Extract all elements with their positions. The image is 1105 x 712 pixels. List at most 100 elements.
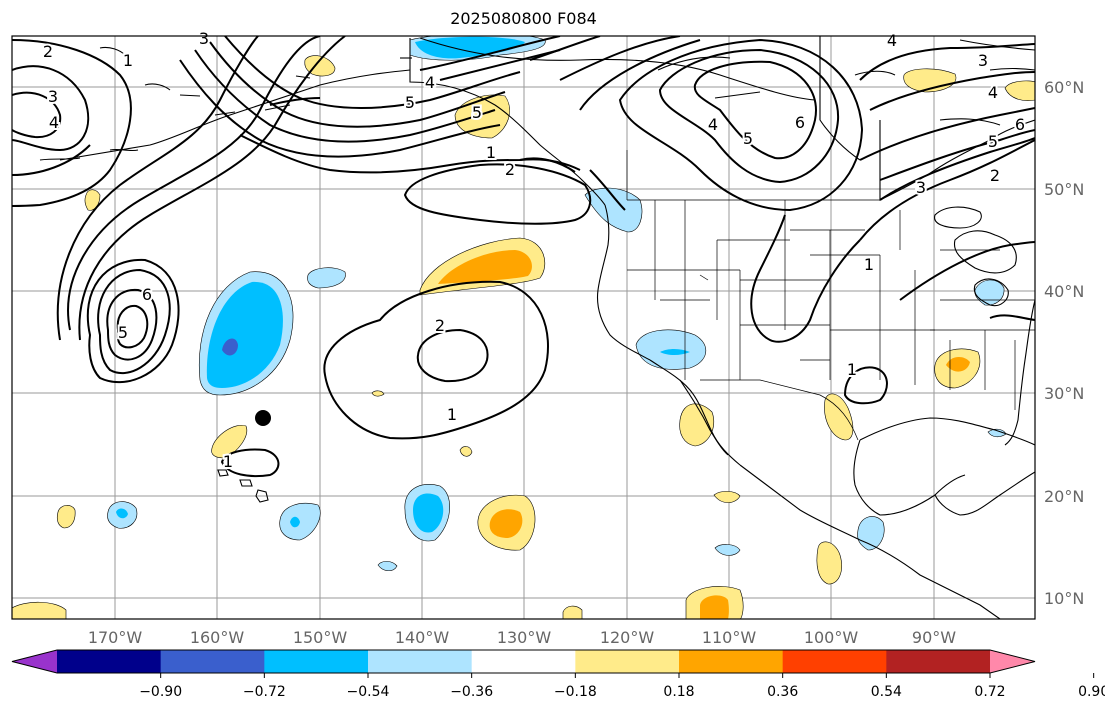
lat-tick-label: 40°N	[1044, 282, 1084, 301]
positive-anomaly-region	[1004, 80, 1035, 101]
colorbar-segment	[886, 650, 991, 673]
lon-tick-label: 90°W	[912, 628, 956, 647]
contour-label: 4	[988, 83, 998, 102]
contour-label: 2	[505, 160, 515, 179]
negative-anomaly-region	[714, 544, 741, 556]
positive-anomaly-region	[713, 491, 741, 503]
lat-tick-label: 20°N	[1044, 487, 1084, 506]
lon-tick-label: 120°W	[600, 628, 655, 647]
contour-label: 6	[795, 113, 805, 132]
lon-tick-label: 130°W	[497, 628, 552, 647]
negative-anomaly-region	[279, 502, 321, 541]
negative-anomaly-region	[584, 187, 643, 233]
contour-label: 1	[223, 452, 233, 471]
lat-tick-label: 30°N	[1044, 384, 1084, 403]
contour-label: 1	[864, 255, 874, 274]
colorbar: −0.90 −0.72 −0.54 −0.36 −0.18 0.18 0.36 0.54 0.7…	[11, 649, 1105, 700]
colorbar-tick-label: −0.90	[139, 684, 182, 700]
map-frame	[11, 35, 1036, 620]
contour-label: 5	[405, 93, 415, 112]
positive-anomaly-region	[816, 541, 842, 585]
positive-anomaly-region	[946, 356, 970, 372]
negative-anomaly-region	[206, 281, 283, 388]
positive-anomaly-region	[824, 393, 854, 441]
lon-tick-label: 150°W	[293, 628, 348, 647]
negative-anomaly-region	[415, 36, 525, 59]
positive-anomaly-region	[304, 55, 336, 77]
contour-label: 5	[988, 132, 998, 151]
positive-anomaly-region	[459, 446, 473, 457]
colorbar-tick-label: −0.72	[243, 684, 286, 700]
lon-tick-label: 110°W	[702, 628, 757, 647]
colorbar-segment	[471, 650, 576, 673]
positive-anomaly-region	[211, 424, 248, 459]
positive-anomaly-region	[371, 390, 385, 397]
colorbar-tick-label: −0.54	[347, 684, 390, 700]
contour-label: 2	[990, 166, 1000, 185]
contour-label: 3	[199, 29, 209, 48]
negative-anomaly-region	[222, 338, 238, 356]
colorbar-segment	[575, 650, 680, 673]
contour-label: 5	[118, 323, 128, 342]
contour-label: 2	[435, 316, 445, 335]
colorbar-segment	[57, 650, 162, 673]
colorbar-tick-label: 0.36	[767, 684, 798, 700]
negative-anomaly-region	[116, 508, 128, 519]
colorbar-tick-label: 0.18	[663, 684, 694, 700]
colorbar-segment	[782, 650, 887, 673]
lon-tick-label: 160°W	[190, 628, 245, 647]
contour-label: 6	[142, 285, 152, 304]
lon-tick-label: 140°W	[395, 628, 450, 647]
colorbar-tick-label: 0.90	[1078, 684, 1105, 700]
negative-anomaly-region	[974, 279, 1005, 306]
contour-label: 1	[486, 143, 496, 162]
contour-label: 5	[743, 129, 753, 148]
longitude-labels: 170°W 160°W 150°W 140°W 130°W 120°W 110°…	[88, 628, 956, 647]
storm-marker	[255, 410, 271, 426]
lat-tick-label: 50°N	[1044, 180, 1084, 199]
lon-tick-label: 170°W	[88, 628, 143, 647]
lon-tick-label: 100°W	[804, 628, 859, 647]
negative-anomaly-region	[660, 349, 690, 355]
colorbar-tick-label: −0.18	[554, 684, 597, 700]
negative-anomaly-region	[377, 561, 398, 572]
colorbar-outline	[11, 649, 1036, 674]
contour-label: 1	[447, 405, 457, 424]
colorbar-segment	[264, 650, 369, 673]
positive-anomaly-region	[700, 595, 729, 619]
contour-label: 4	[708, 115, 718, 134]
political-borders	[626, 150, 1035, 441]
positive-anomaly-region	[12, 601, 67, 619]
contour-label: 4	[49, 113, 59, 132]
colorbar-extend-low	[12, 650, 57, 673]
contour-lines	[12, 36, 1035, 478]
colorbar-extend-high	[990, 650, 1035, 673]
positive-anomaly-region	[438, 250, 532, 284]
contour-label: 1	[847, 360, 857, 379]
colorbar-tick-label: 0.72	[974, 684, 1005, 700]
colorbar-tick-label: 0.54	[871, 684, 902, 700]
latitude-labels: 60°N 50°N 40°N 30°N 20°N 10°N	[1044, 78, 1084, 608]
lat-tick-label: 10°N	[1044, 589, 1084, 608]
colorbar-segment	[679, 650, 784, 673]
map-title: 2025080800 F084	[450, 9, 597, 28]
colorbar-segment	[160, 650, 265, 673]
contour-label: 4	[887, 31, 897, 50]
anomaly-shading	[12, 36, 1035, 619]
positive-anomaly-region	[562, 605, 583, 619]
contour-label: 4	[425, 73, 435, 92]
contour-label: 6	[1015, 115, 1025, 134]
contour-label: 1	[123, 51, 133, 70]
positive-anomaly-region	[679, 403, 715, 447]
contour-label: 5	[472, 103, 482, 122]
lat-tick-label: 60°N	[1044, 78, 1084, 97]
contour-label: 3	[48, 87, 58, 106]
positive-anomaly-region	[56, 505, 76, 529]
negative-anomaly-region	[290, 516, 300, 528]
colorbar-segment	[368, 650, 473, 673]
negative-anomaly-region	[413, 493, 444, 533]
negative-anomaly-region	[307, 267, 346, 289]
contour-label: 3	[978, 51, 988, 70]
